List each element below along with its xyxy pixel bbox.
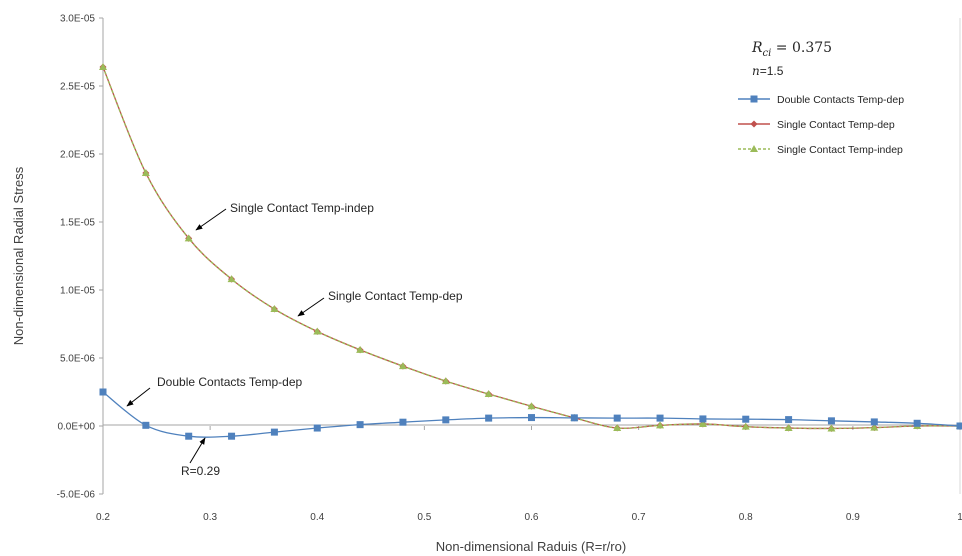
data-point <box>656 414 664 422</box>
legend-label: Double Contacts Temp-dep <box>777 94 904 106</box>
data-point <box>742 415 750 423</box>
annotation: Double Contacts Temp-dep <box>126 375 303 407</box>
y-tick-label: 0.0E+00 <box>57 422 95 433</box>
data-point <box>227 275 236 283</box>
data-point <box>827 417 835 425</box>
data-point <box>656 421 665 429</box>
data-point <box>184 234 193 242</box>
data-point <box>913 419 921 427</box>
data-point <box>870 418 878 426</box>
data-point <box>485 414 493 422</box>
legend-item: Single Contact Temp-indep <box>738 144 903 156</box>
x-tick-label: 0.9 <box>846 512 860 523</box>
data-point <box>398 362 407 370</box>
x-tick-label: 0.6 <box>525 512 539 523</box>
n-label: n=1.5 <box>752 64 784 78</box>
data-point <box>827 424 836 432</box>
data-point <box>99 62 107 70</box>
legend-label: Single Contact Temp-dep <box>777 119 895 131</box>
y-axis-ticks: 3.0E-05 2.5E-05 2.0E-05 1.5E-05 1.0E-05 5.0E-… <box>57 14 103 501</box>
legend-label: Single Contact Temp-indep <box>777 144 903 156</box>
data-point <box>142 421 150 429</box>
data-point <box>270 428 278 436</box>
series-layer <box>99 62 962 440</box>
annotation-arrow <box>126 387 151 407</box>
y-tick-label: 1.0E-05 <box>60 286 95 297</box>
y-tick-label: 3.0E-05 <box>60 14 95 25</box>
data-point <box>698 419 707 427</box>
data-point <box>442 416 450 424</box>
data-point <box>784 424 793 432</box>
data-point <box>613 414 621 422</box>
data-point <box>527 402 536 410</box>
annotation: Single Contact Temp-dep <box>297 289 463 317</box>
data-point <box>956 422 962 430</box>
legend-item: Single Contact Temp-dep <box>738 119 895 131</box>
data-point <box>399 418 407 426</box>
legend-marker <box>750 120 758 128</box>
data-point <box>313 424 321 432</box>
data-point <box>356 345 365 353</box>
data-point <box>356 421 364 429</box>
annotation: R=0.29 <box>181 437 220 478</box>
x-tick-label: 0.8 <box>739 512 753 523</box>
data-point <box>870 423 879 431</box>
annotation-arrow <box>297 297 325 317</box>
y-tick-label: 5.0E-06 <box>60 354 95 365</box>
x-tick-label: 1 <box>957 512 962 523</box>
x-tick-label: 0.5 <box>417 512 431 523</box>
x-tick-label: 0.7 <box>632 512 646 523</box>
data-point <box>570 414 578 422</box>
data-point <box>228 432 236 440</box>
y-axis-title: Non-dimensional Radial Stress <box>11 166 26 345</box>
data-point <box>699 415 707 423</box>
x-tick-label: 0.4 <box>310 512 324 523</box>
data-point <box>141 169 150 177</box>
data-point <box>313 327 322 335</box>
annotation-arrow <box>189 437 206 464</box>
annotation-arrow <box>195 208 227 231</box>
x-axis-title: Non-dimensional Raduis (R=r/ro) <box>436 539 626 554</box>
annotation-label: R=0.29 <box>181 464 220 478</box>
y-tick-label: 2.5E-05 <box>60 82 95 93</box>
legend-marker <box>750 145 758 152</box>
data-point <box>270 305 279 313</box>
series-0 <box>99 388 962 440</box>
legend-item: Double Contacts Temp-dep <box>738 94 904 106</box>
plot-area <box>102 18 961 494</box>
parameter-box: Rci = 0.375 n=1.5 <box>751 40 832 78</box>
data-point <box>741 422 750 430</box>
y-tick-label: -5.0E-06 <box>57 490 96 501</box>
x-axis-ticks: 0.2 0.3 0.4 0.5 0.6 0.7 0.8 0.9 1 <box>96 426 962 523</box>
x-tick-label: 0.3 <box>203 512 217 523</box>
legend: Double Contacts Temp-dep Single Contact T… <box>738 94 904 156</box>
annotation-label: Single Contact Temp-indep <box>230 201 374 215</box>
data-point <box>185 432 193 440</box>
y-tick-label: 1.5E-05 <box>60 218 95 229</box>
y-tick-label: 2.0E-05 <box>60 150 95 161</box>
data-point <box>484 390 493 398</box>
annotation-label: Double Contacts Temp-dep <box>157 375 303 389</box>
annotation-label: Single Contact Temp-dep <box>328 289 463 303</box>
data-point <box>785 416 793 424</box>
x-tick-label: 0.2 <box>96 512 110 523</box>
legend-marker <box>750 95 758 103</box>
data-point <box>613 424 622 432</box>
rci-label: Rci = 0.375 <box>751 40 832 59</box>
data-point <box>99 388 107 396</box>
annotation: Single Contact Temp-indep <box>195 201 374 231</box>
annotations: Single Contact Temp-indep Single Contact … <box>126 201 463 478</box>
data-point <box>441 377 450 385</box>
data-point <box>528 414 535 422</box>
